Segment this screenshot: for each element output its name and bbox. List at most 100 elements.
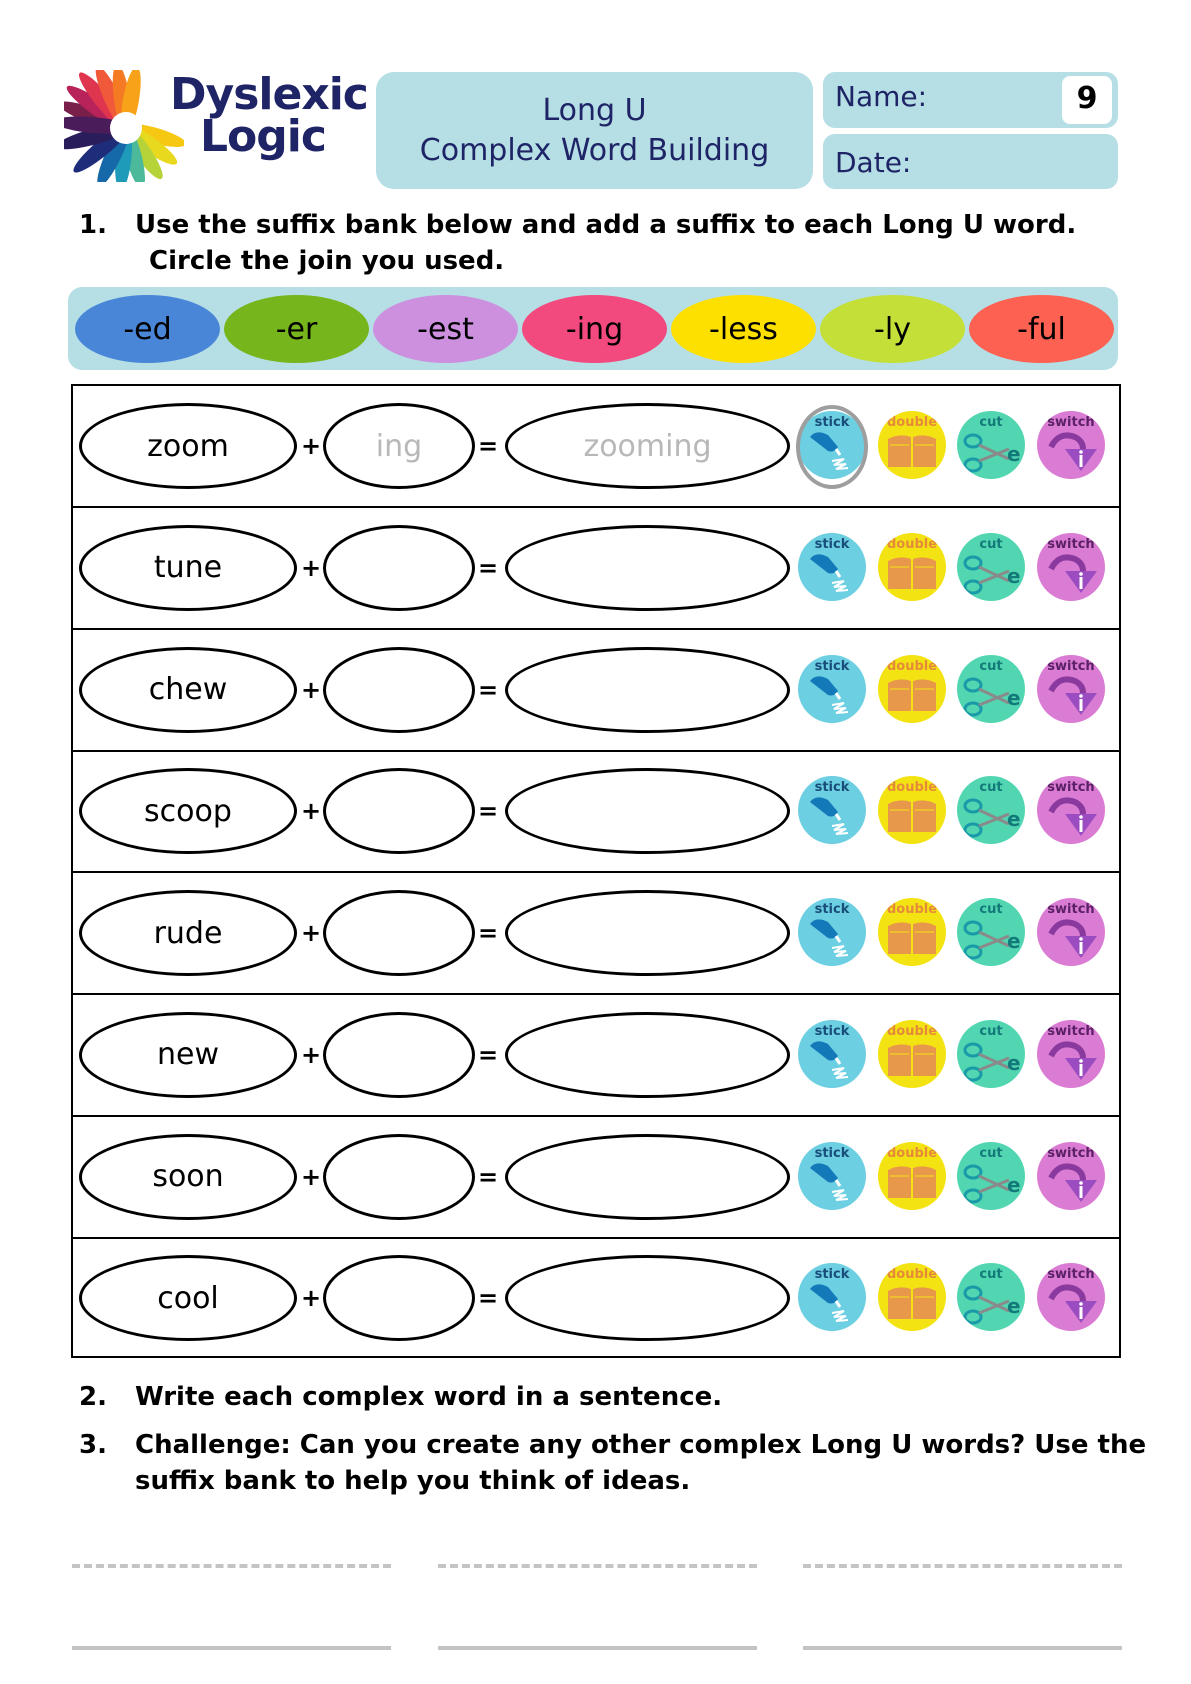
result-answer-oval[interactable] [505, 646, 790, 733]
suffix-answer-oval[interactable] [323, 1133, 475, 1220]
instruction-3-line2: suffix bank to help you think of ideas. [135, 1466, 691, 1496]
join-switch-button[interactable]: switch [1037, 411, 1105, 479]
join-double-button[interactable]: double [878, 1019, 946, 1088]
suffix-ly[interactable]: -ly [820, 295, 965, 363]
join-switch-button[interactable]: switch [1037, 1263, 1105, 1332]
suffix-er[interactable]: -er [224, 295, 369, 363]
equals-sign: = [478, 432, 499, 460]
svg-text:e: e [1007, 564, 1021, 588]
result-answer-oval[interactable] [505, 1133, 790, 1220]
join-cut-button[interactable]: cut e [957, 898, 1025, 966]
join-stick-button[interactable]: stick [798, 776, 866, 845]
suffix-answer-oval[interactable] [323, 1011, 475, 1098]
plus-sign: + [301, 675, 322, 704]
name-field[interactable]: Name: 9 [823, 72, 1118, 128]
join-double-button[interactable]: double [878, 1263, 946, 1332]
switch-arrow-icon [1048, 797, 1097, 837]
result-answer-oval[interactable] [505, 1011, 790, 1098]
join-switch-button[interactable]: switch [1037, 532, 1105, 601]
suffix-answer-oval[interactable] [323, 890, 475, 976]
svg-text:e: e [1007, 807, 1021, 831]
suffix-answer-oval[interactable] [323, 646, 475, 733]
glue-bottle-icon [810, 1041, 849, 1079]
join-cut-button[interactable]: cut e [957, 1263, 1025, 1332]
join-switch-button[interactable]: switch [1037, 898, 1105, 966]
join-stick-button[interactable]: stick [798, 1019, 866, 1088]
table-row-rude: rude + = stick double cut [73, 873, 1119, 995]
join-cut-label: cut [979, 1023, 1003, 1039]
suffix-ing[interactable]: -ing [522, 295, 667, 363]
join-double-button[interactable]: double [878, 411, 946, 479]
join-cut-label: cut [979, 780, 1003, 796]
suffix-ed[interactable]: -ed [75, 295, 220, 363]
result-answer-oval[interactable] [505, 768, 790, 855]
flower-logo-icon [64, 70, 184, 182]
join-stick-label: stick [814, 536, 850, 552]
dyslexic-logic-logo: Dyslexic Logic [64, 69, 370, 186]
equals-sign: = [478, 797, 499, 826]
suffix-answer-oval[interactable] [323, 768, 475, 855]
svg-text:e: e [1007, 1051, 1021, 1075]
logo-line1: Dyslexic [170, 69, 369, 120]
switch-arrow-icon [1048, 919, 1097, 958]
plus-sign: + [301, 919, 322, 947]
join-cut-button[interactable]: cut e [957, 776, 1025, 845]
join-cut-label: cut [979, 415, 1003, 430]
plus-sign: + [301, 1284, 322, 1313]
result-answer-oval[interactable] [505, 1255, 790, 1342]
switch-arrow-icon [1048, 675, 1097, 715]
table-row-soon: soon + = stick double cut [73, 1117, 1119, 1239]
suffix-answer-oval[interactable] [323, 1255, 475, 1342]
base-word-oval: soon [79, 1133, 297, 1220]
join-cut-button[interactable]: cut e [957, 532, 1025, 601]
suffix-ful[interactable]: -ful [969, 295, 1114, 363]
dashed-midline [72, 1564, 391, 1568]
result-answer-oval[interactable] [505, 890, 790, 976]
baseline [72, 1646, 391, 1650]
date-field[interactable]: Date: [823, 134, 1118, 189]
join-switch-button[interactable]: switch [1037, 776, 1105, 845]
name-label: Name: [835, 80, 928, 113]
join-switch-button[interactable]: switch [1037, 654, 1105, 723]
join-double-button[interactable]: double [878, 654, 946, 723]
join-switch-label: switch [1047, 658, 1095, 674]
svg-text:e: e [1007, 929, 1021, 953]
join-stick-label: stick [814, 780, 850, 796]
join-stick-button[interactable]: stick [798, 898, 866, 966]
equals-sign: = [478, 553, 499, 582]
join-double-button[interactable]: double [878, 1141, 946, 1210]
dashed-midline [438, 1564, 757, 1568]
baseline [803, 1646, 1122, 1650]
base-word: scoop [144, 793, 232, 829]
join-switch-button[interactable]: switch [1037, 1141, 1105, 1210]
logo-line2: Logic [200, 111, 327, 162]
join-cut-button[interactable]: cut e [957, 1141, 1025, 1210]
scissors-icon: e [963, 555, 1021, 595]
circled-join-marker [796, 405, 868, 489]
result-answer-oval[interactable]: zooming [505, 403, 790, 489]
join-stick-button[interactable]: stick [798, 532, 866, 601]
glue-bottle-icon [810, 675, 849, 714]
join-stick-button[interactable]: stick [798, 1263, 866, 1332]
join-double-button[interactable]: double [878, 532, 946, 601]
join-switch-button[interactable]: switch [1037, 1019, 1105, 1088]
join-double-button[interactable]: double [878, 776, 946, 845]
title-line2: Complex Word Building [419, 132, 770, 168]
suffix-answer-oval[interactable] [323, 524, 475, 611]
join-stick-button[interactable]: stick [798, 1141, 866, 1210]
result-answer-oval[interactable] [505, 524, 790, 611]
suffix-est[interactable]: -est [373, 295, 518, 363]
join-stick-button[interactable]: stick [798, 654, 866, 723]
suffix-less[interactable]: -less [671, 295, 816, 363]
join-cut-button[interactable]: cut e [957, 411, 1025, 479]
join-double-button[interactable]: double [878, 898, 946, 966]
sheet-number-badge: 9 [1062, 76, 1112, 124]
scissors-icon: e [963, 1164, 1021, 1203]
svg-text:e: e [1007, 1173, 1021, 1197]
join-cut-button[interactable]: cut e [957, 654, 1025, 723]
suffix-answer-oval[interactable]: ing [323, 403, 475, 489]
base-word: cool [157, 1280, 219, 1316]
plus-sign: + [301, 797, 322, 826]
join-stick-label: stick [814, 902, 850, 917]
join-cut-button[interactable]: cut e [957, 1019, 1025, 1088]
